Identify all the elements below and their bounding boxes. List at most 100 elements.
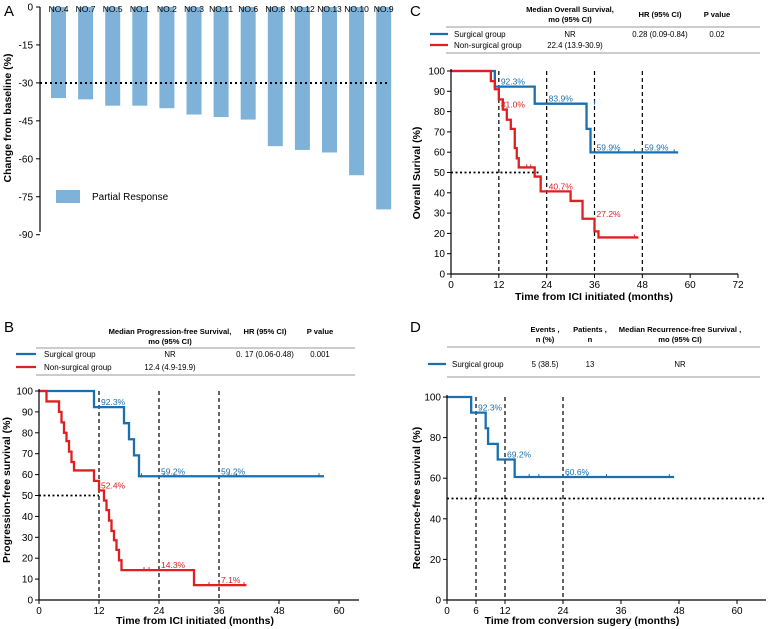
d-series-surgical bbox=[447, 395, 675, 479]
b-x-tick-label: 36 bbox=[213, 606, 225, 617]
c-x-axis-label: Time from ICI initiated (months) bbox=[515, 291, 673, 303]
d-y-axis-label: Recurrence-free survival (%) bbox=[411, 427, 423, 569]
c-annotation: 40.7% bbox=[549, 181, 574, 191]
d-x-tick-label: 0 bbox=[444, 606, 450, 617]
c-table-header-median-sub: mo (95% CI) bbox=[548, 15, 592, 24]
b-nonsurgical-median: 12.4 (4.9-19.9) bbox=[144, 363, 196, 372]
b-x-tick-label: 12 bbox=[93, 606, 105, 617]
panel-label-a: A bbox=[4, 3, 14, 20]
a-y-tick-label: -30 bbox=[19, 78, 34, 89]
a-bar bbox=[159, 7, 175, 109]
b-table-header-p: P value bbox=[307, 327, 333, 336]
a-category-label: NO.11 bbox=[209, 4, 233, 14]
d-y-tick-label: 40 bbox=[430, 514, 442, 525]
d-y-tick-label: 60 bbox=[430, 474, 442, 485]
b-y-tick-label: 40 bbox=[22, 512, 34, 523]
panel-b: B Median Progression-free Survival, mo (… bbox=[1, 319, 359, 627]
d-x-tick-label: 6 bbox=[473, 606, 479, 617]
a-bar bbox=[376, 7, 392, 210]
b-series-nonsurgical bbox=[39, 389, 247, 587]
c-series-surgical bbox=[451, 69, 679, 154]
d-x-tick-label: 24 bbox=[557, 606, 569, 617]
c-y-tick-label: 60 bbox=[434, 148, 446, 159]
b-x-tick-label: 60 bbox=[333, 606, 345, 617]
c-legend-nonsurgical: Non-surgical group bbox=[454, 41, 522, 50]
c-y-tick-label: 30 bbox=[434, 209, 446, 220]
b-y-tick-label: 100 bbox=[16, 387, 33, 398]
a-category-label: NO.10 bbox=[344, 4, 369, 14]
d-annotation: 60.6% bbox=[565, 467, 590, 477]
d-x-tick-label: 12 bbox=[499, 606, 511, 617]
b-annotation: 52.4% bbox=[101, 480, 126, 490]
b-annotation: 7.1% bbox=[221, 575, 241, 585]
d-table-header-median: Median Recurrence-free Survival , bbox=[619, 325, 741, 334]
a-bar bbox=[78, 7, 94, 100]
b-hr-value: 0. 17 (0.06-0.48) bbox=[236, 350, 294, 359]
c-x-tick-label: 12 bbox=[493, 280, 505, 291]
d-patients-value: 13 bbox=[586, 360, 595, 369]
a-category-label: NO.6 bbox=[238, 4, 258, 14]
c-annotation: 59.9% bbox=[597, 142, 622, 152]
a-category-label: NO.12 bbox=[290, 4, 315, 14]
d-legend-surgical: Surgical group bbox=[452, 360, 504, 369]
d-annotation: 69.2% bbox=[507, 450, 532, 460]
a-y-tick-label: -15 bbox=[19, 40, 34, 51]
c-nonsurgical-median: 22.4 (13.9-30.9) bbox=[547, 41, 603, 50]
b-y-axis-label: Progression-free survival (%) bbox=[1, 417, 13, 563]
b-legend-surgical: Surgical group bbox=[44, 350, 96, 359]
a-legend-swatch bbox=[56, 190, 80, 203]
c-annotation: 83.9% bbox=[549, 94, 574, 104]
c-annotation: 59.9% bbox=[644, 142, 669, 152]
c-table-header-hr: HR (95% CI) bbox=[638, 10, 682, 19]
b-x-tick-label: 48 bbox=[273, 606, 285, 617]
b-y-tick-label: 0 bbox=[27, 596, 33, 607]
a-bar bbox=[105, 7, 121, 106]
a-bar bbox=[186, 7, 202, 115]
d-y-tick-label: 80 bbox=[430, 433, 442, 444]
c-y-tick-label: 10 bbox=[434, 249, 446, 260]
b-y-tick-label: 60 bbox=[22, 470, 34, 481]
a-y-axis-label: Change from baseline (%) bbox=[2, 54, 14, 183]
c-x-tick-label: 48 bbox=[637, 280, 649, 291]
c-legend-surgical: Surgical group bbox=[454, 30, 506, 39]
c-y-tick-label: 90 bbox=[434, 87, 446, 98]
a-category-label: NO.4 bbox=[49, 4, 69, 14]
b-y-tick-label: 50 bbox=[22, 491, 34, 502]
d-x-tick-label: 36 bbox=[615, 606, 627, 617]
a-y-tick-label: -45 bbox=[19, 116, 34, 127]
d-x-axis-label: Time from conversion sugery (months) bbox=[485, 615, 680, 627]
panel-label-d: D bbox=[410, 319, 421, 336]
c-p-value: 0.02 bbox=[709, 30, 724, 39]
c-y-tick-label: 80 bbox=[434, 107, 446, 118]
panel-label-c: C bbox=[410, 3, 421, 20]
c-y-tick-label: 20 bbox=[434, 229, 446, 240]
a-category-label: NO.1 bbox=[130, 4, 150, 14]
b-table-header-median: Median Progression-free Survival, bbox=[109, 327, 232, 336]
c-x-tick-label: 60 bbox=[685, 280, 697, 291]
c-x-tick-label: 0 bbox=[448, 280, 454, 291]
b-y-tick-label: 80 bbox=[22, 428, 34, 439]
d-y-tick-label: 100 bbox=[424, 393, 441, 404]
b-table-header-hr: HR (95% CI) bbox=[243, 327, 287, 336]
d-table-header-events-sub: n (%) bbox=[536, 335, 555, 344]
b-surgical-median: NR bbox=[164, 350, 176, 359]
c-x-tick-label: 24 bbox=[541, 280, 553, 291]
a-category-label: NO.9 bbox=[374, 4, 394, 14]
a-y-tick-label: 0 bbox=[27, 3, 33, 14]
a-category-label: NO.3 bbox=[184, 4, 204, 14]
a-category-label: NO.2 bbox=[157, 4, 177, 14]
b-y-tick-label: 70 bbox=[22, 449, 34, 460]
a-y-tick-label: -75 bbox=[19, 192, 34, 203]
panel-d: D Events , n (%) Patients , n Median Rec… bbox=[410, 319, 766, 627]
c-surgical-median: NR bbox=[564, 30, 576, 39]
d-table-header-patients-sub: n bbox=[588, 335, 593, 344]
d-x-tick-label: 48 bbox=[673, 606, 685, 617]
d-table-header-events: Events , bbox=[530, 325, 559, 334]
c-y-tick-label: 70 bbox=[434, 127, 446, 138]
b-table-header-median-sub: mo (95% CI) bbox=[148, 337, 192, 346]
d-events-value: 5 (38.5) bbox=[532, 360, 559, 369]
b-y-tick-label: 90 bbox=[22, 407, 34, 418]
a-category-label: NO.8 bbox=[265, 4, 285, 14]
c-y-tick-label: 40 bbox=[434, 188, 446, 199]
b-y-tick-label: 30 bbox=[22, 533, 34, 544]
